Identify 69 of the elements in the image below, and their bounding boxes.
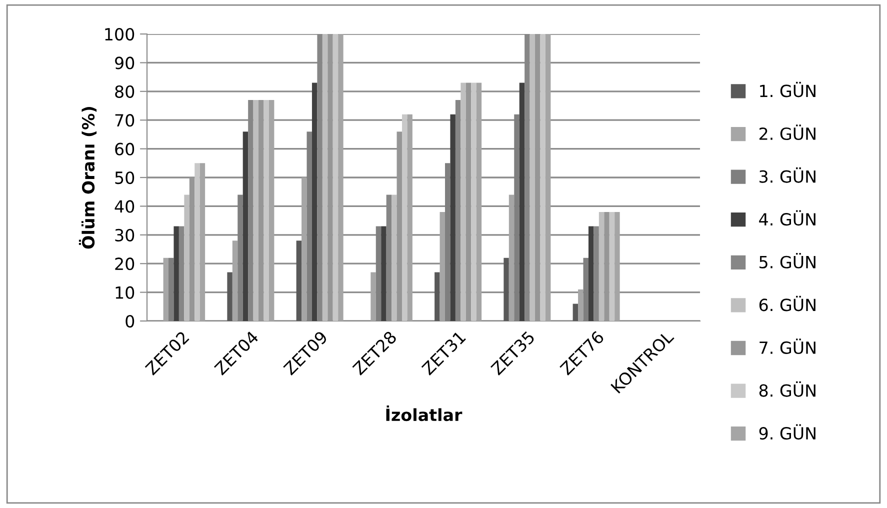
y-tick-label: 60 <box>115 142 134 156</box>
bar <box>338 34 344 321</box>
legend-label: 3. GÜN <box>760 167 816 183</box>
bar <box>194 163 200 321</box>
bar <box>306 132 312 321</box>
bar <box>242 132 248 321</box>
bar <box>402 114 408 321</box>
bar <box>504 258 509 321</box>
legend-label: 9. GÜN <box>759 424 816 440</box>
bar <box>264 100 269 321</box>
y-tick-label: 10 <box>116 286 134 299</box>
bar <box>530 34 536 321</box>
bar <box>407 114 412 321</box>
bar <box>476 82 482 321</box>
bar <box>370 272 376 321</box>
bar <box>434 272 440 321</box>
legend-label: 6. GÜN <box>759 296 816 312</box>
bar <box>312 82 318 321</box>
legend-label: 1. GÜN <box>760 82 816 98</box>
bar <box>296 240 302 321</box>
bar <box>227 272 232 321</box>
y-tick-label: 90 <box>115 56 134 70</box>
legend-label: 8. GÜN <box>759 381 816 397</box>
bar <box>583 258 588 321</box>
bar <box>450 114 456 321</box>
bar <box>471 82 476 321</box>
y-tick-label: 50 <box>115 171 134 184</box>
bar <box>163 258 169 321</box>
bar <box>332 34 338 321</box>
bar <box>184 194 190 321</box>
bar <box>508 194 514 321</box>
legend-label: 4. GÜN <box>759 210 816 226</box>
bar <box>440 212 446 321</box>
y-tick-label: 20 <box>115 258 134 270</box>
bar <box>232 240 238 321</box>
bar <box>322 34 328 321</box>
y-tick-label: 0 <box>126 314 134 328</box>
bar <box>174 226 179 321</box>
y-tick-label: 100 <box>105 28 134 41</box>
x-axis-title: İzolatlar <box>386 406 462 422</box>
y-axis-title: Ölüm Oranı (%) <box>78 107 97 249</box>
bar <box>519 82 525 321</box>
bar <box>545 34 551 321</box>
bar <box>381 226 386 321</box>
bar <box>460 82 466 321</box>
bar <box>598 212 604 321</box>
bar <box>200 163 206 321</box>
bar <box>514 114 520 321</box>
bar <box>268 100 274 321</box>
bar <box>376 226 382 321</box>
y-tick-label: 40 <box>114 200 134 213</box>
bar <box>253 100 259 321</box>
bar <box>445 163 450 321</box>
bar <box>578 289 584 321</box>
bar <box>168 258 174 321</box>
bar <box>572 304 578 321</box>
y-tick-label: 70 <box>115 114 134 127</box>
bar <box>392 194 397 321</box>
legend-label: 2. GÜN <box>759 124 816 140</box>
legend-label: 7. GÜN <box>760 338 816 354</box>
y-tick-label: 30 <box>115 228 134 242</box>
bar <box>588 226 594 321</box>
bar <box>540 34 546 321</box>
bar <box>609 212 615 321</box>
y-tick-label: 80 <box>115 85 134 98</box>
bar <box>302 178 307 321</box>
bar <box>238 194 243 321</box>
legend-label: 5. GÜN <box>760 253 816 268</box>
bar <box>614 212 620 321</box>
